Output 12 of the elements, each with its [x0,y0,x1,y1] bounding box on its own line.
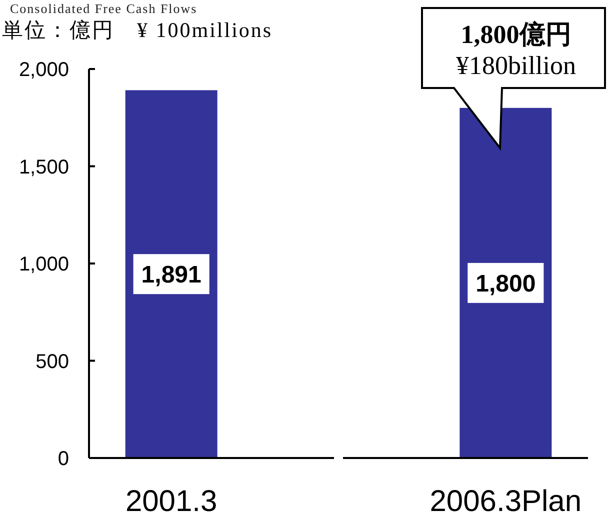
y-tick-label: 500 [36,350,69,373]
y-tick-label: 0 [58,448,69,470]
data-label: 1,800 [476,270,536,298]
y-tick-label: 1,500 [18,156,69,178]
y-tick-label: 2,000 [18,59,69,82]
y-axis-title: 単位：億円 ¥ 100millions [2,18,273,42]
y-tick-label: 1,000 [18,254,69,276]
data-label: 1,891 [141,262,202,289]
x-tick-label: 2001.3 [125,485,218,518]
chart-title: Consolidated Free Cash Flows [10,1,198,16]
x-tick-label: 2006.3Plan [430,485,582,518]
annotation: 1,800億円 ¥180billion [456,20,576,80]
